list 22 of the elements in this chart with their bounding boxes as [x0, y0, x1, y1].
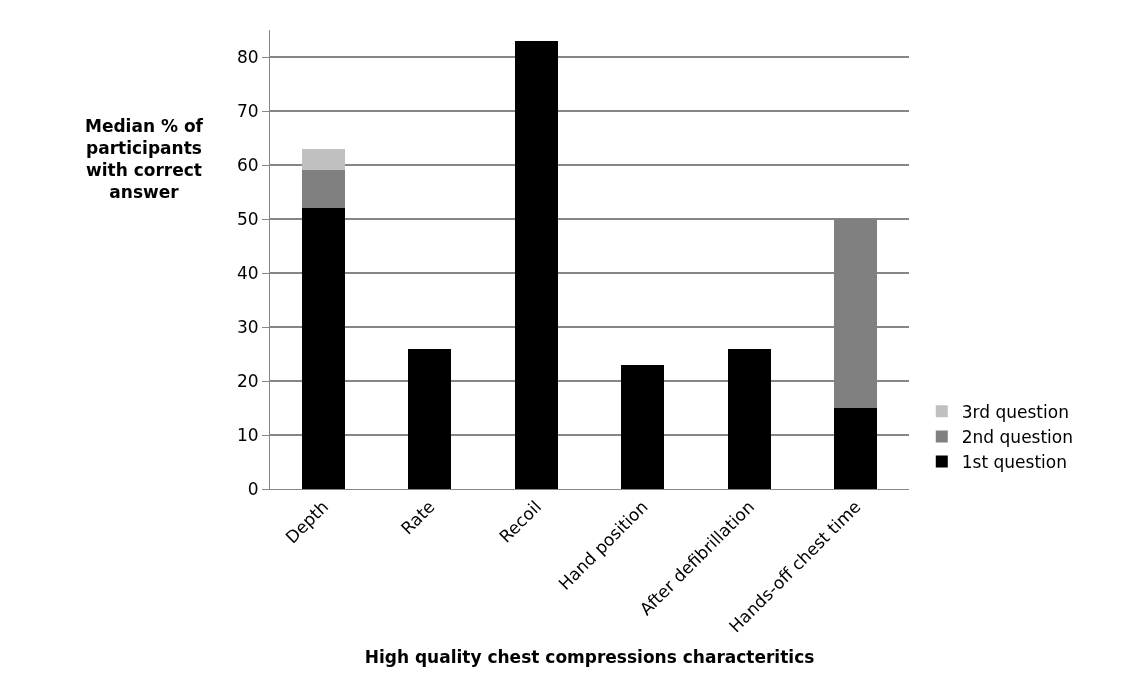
bar [301, 170, 345, 209]
x-axis-title: High quality chest compressions characteritics [364, 646, 815, 667]
bar [834, 408, 878, 489]
legend-label: 2nd question [961, 427, 1074, 448]
bar [514, 40, 558, 489]
y-tick-label: 30 [236, 316, 259, 337]
y-tick-label: 20 [236, 370, 259, 391]
y-axis-title: Median % of participants with correct answer [85, 116, 204, 203]
bar [301, 148, 345, 171]
y-tick-label: 40 [236, 262, 259, 283]
y-tick-label: 50 [236, 208, 259, 229]
y-tick-label: 0 [247, 478, 259, 499]
bar [301, 208, 345, 489]
bar [621, 364, 665, 489]
y-tick-label: 80 [236, 46, 259, 67]
bar [727, 348, 771, 489]
y-tick-label: 70 [236, 100, 259, 121]
y-tick-label: 60 [236, 154, 259, 175]
legend-label: 3rd question [961, 402, 1069, 422]
bar [408, 348, 452, 489]
y-tick-label: 10 [236, 424, 259, 445]
legend-label: 1st question [961, 452, 1067, 473]
